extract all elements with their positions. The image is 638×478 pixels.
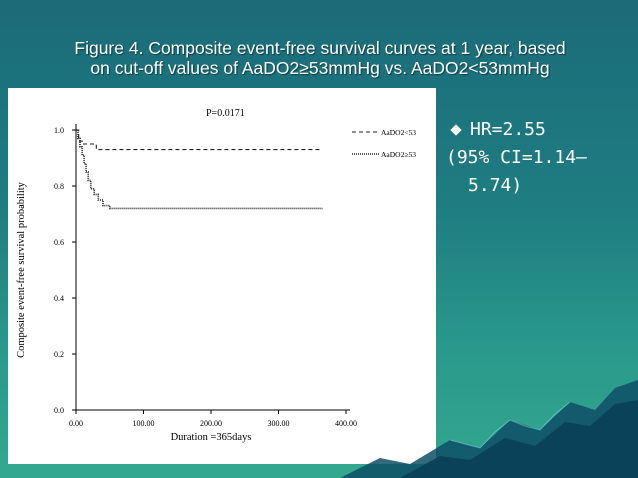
x-tick-label-3: 300.00 — [268, 419, 290, 428]
x-tick-label-4: 400.00 — [335, 419, 357, 428]
x-tick-label-2: 200.00 — [200, 419, 222, 428]
bullet-text-hr: HR=2.55 — [470, 119, 546, 140]
x-axis-label: Duration =365days — [171, 432, 252, 443]
p-value-annotation: P=0.0171 — [206, 108, 245, 119]
y-tick-label-2: 0.4 — [54, 294, 64, 303]
slide-title-line-1: Figure 4. Composite event-free survival … — [74, 38, 566, 58]
survival-chart: 0.0 0.2 0.4 0.6 0.8 1.0 0.00 100.00 200.00 300.00… — [16, 108, 416, 443]
bullet-item-ci: (95% CI=1.14– — [446, 144, 636, 172]
y-tick-label-5: 1.0 — [54, 126, 64, 135]
chart-panel: 0.0 0.2 0.4 0.6 0.8 1.0 0.00 100.00 200.00 300.00… — [8, 88, 436, 464]
bullet-list: HR=2.55 (95% CI=1.14– 5.74) — [446, 116, 636, 200]
y-tick-label-4: 0.8 — [54, 182, 64, 191]
y-axis-label: Composite event-free survival probabilit… — [16, 181, 27, 358]
legend-label-1: AaDO2≥53 — [381, 150, 416, 159]
series-line-1 — [76, 129, 323, 210]
slide-title-line-2: on cut-off values of AaDO2≥53mmHg vs. Aa… — [90, 58, 550, 78]
mountain-decoration — [340, 380, 638, 478]
bullet-item-hr: HR=2.55 — [446, 116, 636, 144]
y-tick-label-1: 0.2 — [54, 350, 64, 359]
bullet-item-ci-cont: 5.74) — [446, 172, 636, 200]
series-line-0 — [76, 129, 323, 151]
slide-title: Figure 4. Composite event-free survival … — [20, 38, 620, 78]
x-tick-label-1: 100.00 — [133, 419, 155, 428]
x-tick-label-0: 0.00 — [69, 419, 83, 428]
y-tick-label-0: 0.0 — [54, 406, 64, 415]
bullet-text-ci-cont: 5.74) — [468, 175, 523, 196]
legend-label-0: AaDO2<53 — [381, 128, 416, 137]
y-tick-label-3: 0.6 — [54, 238, 64, 247]
bullet-text-ci: (95% CI=1.14– — [446, 147, 587, 168]
diamond-icon — [450, 124, 462, 136]
